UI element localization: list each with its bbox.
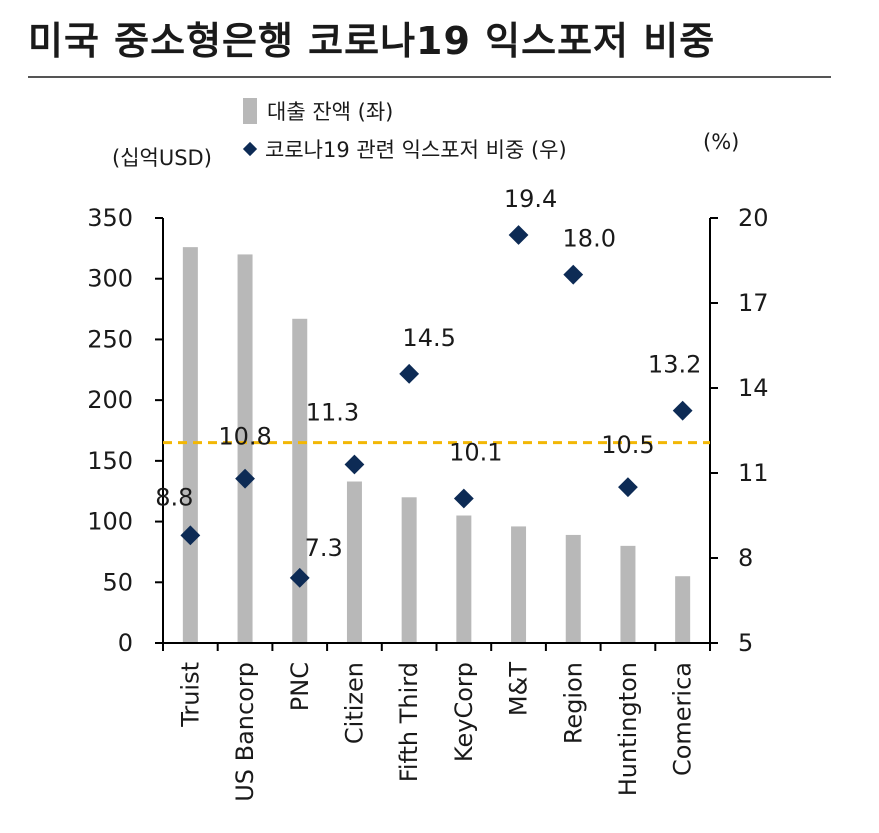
data-label-2: 10.8 <box>218 423 271 451</box>
data-label-8: 18.0 <box>563 225 616 253</box>
bar-5 <box>401 497 417 643</box>
marker-7 <box>508 225 529 245</box>
left-tick-label: 250 <box>87 325 133 353</box>
right-tick-label: 5 <box>738 629 753 657</box>
category-label: US Bancorp <box>231 662 259 802</box>
category-label: Citizen <box>340 662 368 744</box>
right-tick-label: 17 <box>738 289 769 317</box>
legend-label-bar: 대출 잔액 (좌) <box>267 100 394 124</box>
category-label: Comerica <box>669 662 697 776</box>
data-label-1: 8.8 <box>155 483 193 511</box>
right-tick-label: 20 <box>738 204 769 232</box>
marker-4 <box>344 454 365 475</box>
left-tick-label: 50 <box>102 568 133 596</box>
right-tick-label: 11 <box>738 459 769 487</box>
left-axis-unit: (십억USD) <box>112 146 212 170</box>
left-tick-label: 0 <box>118 629 133 657</box>
right-axis-unit: (%) <box>703 130 740 154</box>
bar-8 <box>565 534 581 643</box>
bar-7 <box>511 526 527 643</box>
legend-item-bar: 대출 잔액 (좌) <box>243 96 393 126</box>
legend-label-marker: 코로나19 관련 익스포저 비중 (우) <box>265 138 567 162</box>
category-label: M&T <box>505 662 533 716</box>
data-label-6: 10.1 <box>449 439 502 467</box>
bar-3 <box>292 318 308 643</box>
right-tick-label: 14 <box>738 374 769 402</box>
data-label-7: 19.4 <box>504 185 557 213</box>
chart-title: 미국 중소형은행 코로나19 익스포저 비중 <box>28 19 716 63</box>
left-tick-label: 300 <box>87 265 133 293</box>
marker-6 <box>453 488 474 509</box>
data-label-4: 11.3 <box>306 399 359 427</box>
marker-5 <box>399 363 420 384</box>
category-label: Region <box>559 662 587 744</box>
category-label: KeyCorp <box>450 662 478 762</box>
marker-3 <box>289 567 310 588</box>
marker-2 <box>235 468 255 489</box>
marker-10 <box>672 400 693 421</box>
title-divider <box>28 76 831 78</box>
left-tick-label: 350 <box>87 204 133 232</box>
category-label: PNC <box>286 662 314 711</box>
bar-6 <box>456 515 472 643</box>
marker-9 <box>618 477 638 498</box>
left-tick-label: 200 <box>87 386 133 414</box>
category-label: Fifth Third <box>395 662 423 782</box>
data-label-3: 7.3 <box>305 534 343 562</box>
category-label: Truist <box>176 662 204 728</box>
right-tick-label: 8 <box>738 544 753 572</box>
bar-swatch <box>243 98 257 124</box>
left-tick-label: 150 <box>87 447 133 475</box>
category-label: Huntington <box>614 662 642 796</box>
bar-2 <box>237 254 253 643</box>
bar-4 <box>346 481 362 643</box>
data-label-9: 10.5 <box>601 431 654 459</box>
legend-item-marker: 코로나19 관련 익스포저 비중 (우) <box>242 134 567 164</box>
bar-10 <box>675 576 691 643</box>
marker-8 <box>563 264 584 285</box>
bar-9 <box>620 545 636 643</box>
left-tick-label: 100 <box>87 508 133 536</box>
data-label-10: 13.2 <box>648 351 701 379</box>
data-label-5: 14.5 <box>402 324 455 352</box>
bar-1 <box>182 247 198 643</box>
